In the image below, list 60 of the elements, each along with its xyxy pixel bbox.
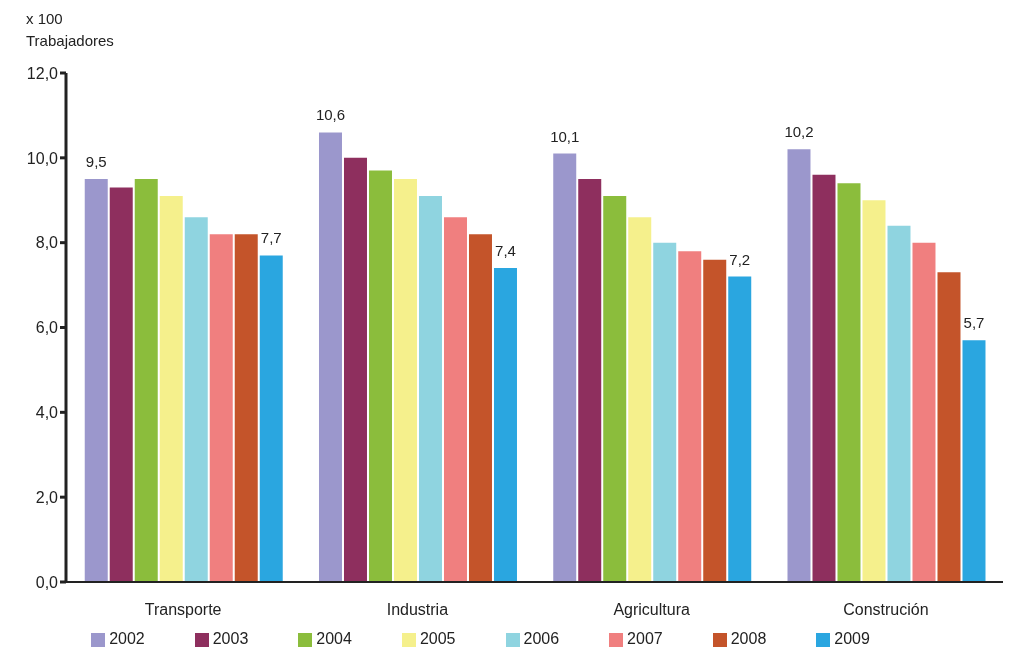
- bar: [134, 179, 158, 582]
- bar: [343, 157, 367, 582]
- x-tick-label: Transporte: [144, 601, 222, 619]
- y-tick-label: 12,0: [26, 64, 59, 82]
- x-tick-label: Agricultura: [613, 601, 690, 619]
- legend-label: 2005: [419, 630, 456, 647]
- legend-label: 2009: [834, 630, 870, 647]
- legend-label: 2006: [523, 630, 560, 647]
- bar: [678, 251, 702, 582]
- bar: [468, 234, 492, 582]
- legend-label: 2008: [730, 630, 767, 647]
- bar: [653, 242, 677, 582]
- bar: [184, 217, 208, 582]
- data-label: 10,6: [315, 106, 346, 124]
- legend-label: 2004: [316, 630, 352, 647]
- data-label: 10,1: [550, 127, 580, 145]
- data-label: 10,2: [784, 123, 814, 141]
- y-tick-label: 10,0: [26, 149, 59, 167]
- bar: [578, 179, 602, 582]
- bar: [862, 200, 886, 582]
- bar: [418, 196, 442, 582]
- data-label: 5,7: [963, 314, 985, 332]
- y-tick-label: 6,0: [35, 319, 59, 337]
- y-tick-label: 4,0: [35, 404, 59, 422]
- bar: [209, 234, 233, 582]
- x-tick-label: Industria: [386, 601, 449, 619]
- bar: [837, 183, 861, 582]
- bar: [109, 187, 133, 582]
- bar: [393, 179, 417, 582]
- bar: [728, 276, 752, 582]
- data-label: 7,4: [495, 242, 516, 260]
- bar: [84, 179, 108, 582]
- bar: [603, 196, 627, 582]
- bar: [159, 196, 183, 582]
- y-tick-label: 2,0: [35, 488, 59, 506]
- bar: [812, 174, 836, 582]
- bar: [962, 340, 986, 582]
- bar: [703, 259, 727, 582]
- bar: [234, 234, 258, 582]
- bar: [787, 149, 811, 582]
- bar: [628, 217, 652, 582]
- bar: [937, 272, 961, 582]
- bar: [912, 242, 936, 582]
- bar: [443, 217, 467, 582]
- data-label: 9,5: [85, 153, 107, 171]
- bar: [318, 132, 342, 582]
- legend-label: 2002: [109, 630, 145, 647]
- bar: [493, 268, 517, 582]
- data-label: 7,2: [729, 250, 751, 268]
- y-axis-title: x 100 Trabajadores: [26, 9, 115, 51]
- legend-label: 2003: [212, 630, 249, 647]
- x-tick-label: Construción: [843, 601, 929, 619]
- bar: [259, 255, 283, 582]
- data-label: 7,7: [260, 229, 282, 247]
- bar: [553, 153, 577, 582]
- bar: [887, 225, 911, 582]
- bar: [368, 170, 392, 582]
- legend-label: 2007: [627, 630, 663, 647]
- y-tick-label: 8,0: [35, 234, 59, 252]
- y-tick-label: 0,0: [35, 573, 59, 591]
